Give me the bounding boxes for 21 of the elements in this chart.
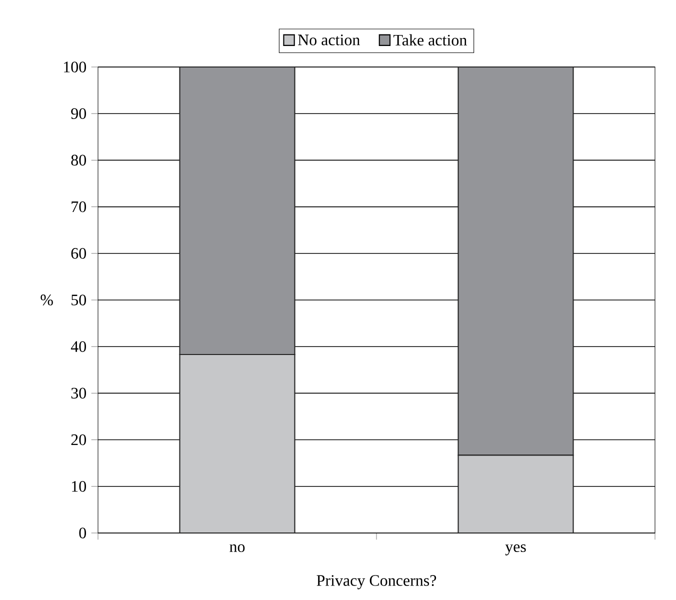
y-tick-label: 90 <box>71 108 86 119</box>
y-tick-label: 70 <box>72 201 86 212</box>
y-axis-title: % <box>40 294 53 306</box>
y-tick-label: 40 <box>70 341 86 352</box>
y-tick-label: 20 <box>71 434 86 446</box>
y-tick-label: 80 <box>71 154 86 166</box>
x-axis-title: Privacy Concerns? <box>316 575 436 590</box>
y-tick-label: 60 <box>71 248 86 259</box>
bar <box>179 354 296 533</box>
bar <box>458 66 574 456</box>
y-tick-label: 0 <box>79 528 86 538</box>
y-tick-label: 30 <box>71 388 86 399</box>
y-tick-label: 10 <box>72 480 86 492</box>
bar <box>458 454 574 533</box>
legend-label: No action <box>298 34 360 46</box>
bar <box>179 66 296 356</box>
x-tick-label: yes <box>505 544 526 556</box>
y-tick-label: 100 <box>64 62 86 72</box>
y-tick-label: 50 <box>72 294 86 306</box>
legend-label: Take action <box>393 34 467 46</box>
x-tick-label: no <box>230 544 245 552</box>
